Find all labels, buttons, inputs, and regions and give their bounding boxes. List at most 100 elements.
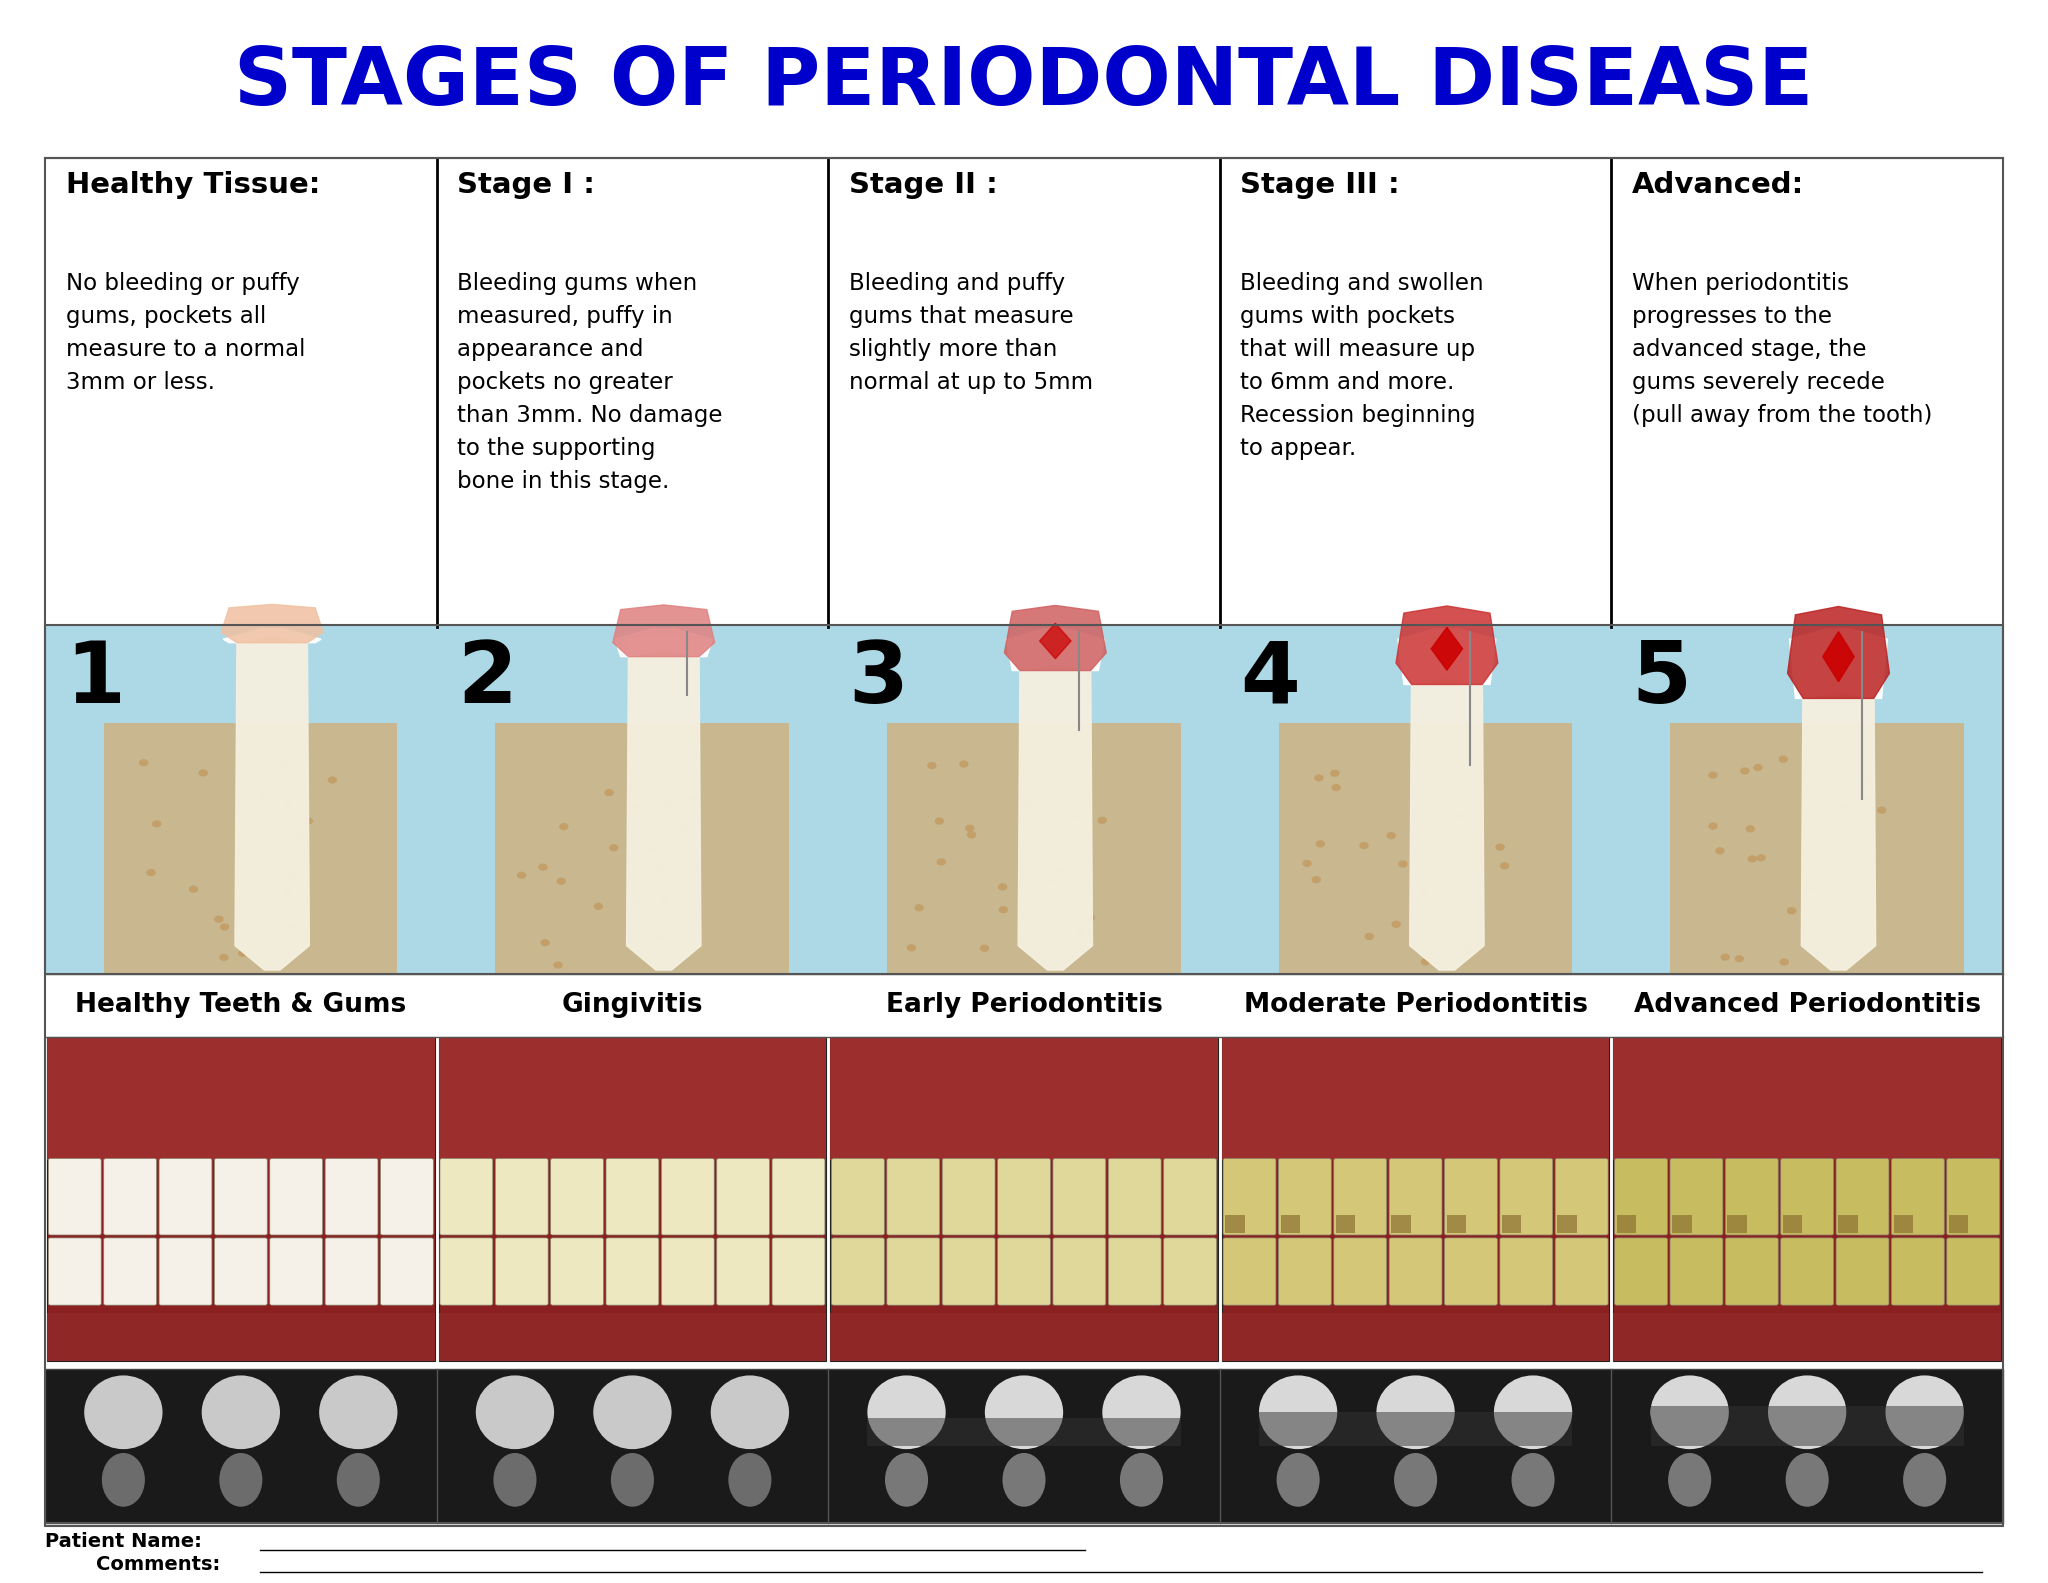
Circle shape — [1753, 765, 1763, 771]
Circle shape — [1714, 847, 1724, 855]
Circle shape — [1841, 803, 1851, 809]
Text: When periodontitis
progresses to the
advanced stage, the
gums severely recede
(p: When periodontitis progresses to the adv… — [1632, 272, 1931, 427]
Circle shape — [1022, 799, 1032, 806]
Bar — [1260, 1412, 1573, 1447]
Circle shape — [1419, 828, 1430, 834]
FancyBboxPatch shape — [1614, 1238, 1667, 1304]
Ellipse shape — [1511, 1453, 1554, 1507]
FancyBboxPatch shape — [1782, 1159, 1833, 1235]
Bar — [1671, 1216, 1692, 1233]
Circle shape — [1804, 885, 1815, 893]
Bar — [1651, 1406, 1964, 1447]
FancyBboxPatch shape — [1444, 1238, 1497, 1304]
Circle shape — [1303, 860, 1313, 867]
Bar — [104, 723, 397, 974]
Bar — [1839, 1216, 1858, 1233]
Bar — [47, 1312, 434, 1361]
FancyBboxPatch shape — [1163, 1238, 1217, 1304]
Ellipse shape — [985, 1376, 1063, 1448]
Circle shape — [1044, 879, 1055, 885]
Polygon shape — [236, 636, 309, 970]
FancyBboxPatch shape — [1444, 1159, 1497, 1235]
FancyBboxPatch shape — [717, 1238, 770, 1304]
Polygon shape — [1399, 628, 1495, 684]
Bar — [1280, 1216, 1300, 1233]
Circle shape — [297, 831, 307, 839]
Circle shape — [1780, 755, 1788, 763]
Polygon shape — [1790, 628, 1888, 698]
Circle shape — [1399, 861, 1407, 867]
Text: Gingivitis: Gingivitis — [561, 993, 702, 1018]
Ellipse shape — [219, 1453, 262, 1507]
Circle shape — [539, 864, 547, 871]
Bar — [45, 625, 2003, 974]
Ellipse shape — [1001, 1453, 1047, 1507]
Circle shape — [152, 820, 162, 828]
FancyBboxPatch shape — [1892, 1238, 1944, 1304]
FancyBboxPatch shape — [551, 1238, 604, 1304]
Ellipse shape — [885, 1453, 928, 1507]
FancyBboxPatch shape — [496, 1159, 549, 1235]
Circle shape — [215, 915, 223, 923]
Circle shape — [604, 788, 614, 796]
Ellipse shape — [1493, 1376, 1573, 1448]
Polygon shape — [1409, 636, 1485, 970]
Text: 1: 1 — [66, 638, 125, 720]
Circle shape — [1391, 921, 1401, 928]
FancyBboxPatch shape — [551, 1159, 604, 1235]
FancyBboxPatch shape — [326, 1159, 379, 1235]
Bar — [829, 1037, 1219, 1160]
Circle shape — [928, 761, 936, 769]
Circle shape — [1720, 953, 1731, 961]
FancyBboxPatch shape — [1554, 1238, 1608, 1304]
Circle shape — [1098, 817, 1106, 825]
Circle shape — [680, 825, 688, 831]
Ellipse shape — [729, 1453, 772, 1507]
FancyBboxPatch shape — [1948, 1159, 1999, 1235]
FancyBboxPatch shape — [1108, 1238, 1161, 1304]
Circle shape — [1757, 855, 1765, 861]
Bar — [1391, 1216, 1411, 1233]
Polygon shape — [1788, 606, 1890, 698]
FancyBboxPatch shape — [997, 1159, 1051, 1235]
Text: Bleeding and swollen
gums with pockets
that will measure up
to 6mm and more.
Rec: Bleeding and swollen gums with pockets t… — [1241, 272, 1485, 459]
FancyBboxPatch shape — [887, 1159, 940, 1235]
Polygon shape — [1823, 632, 1853, 682]
Circle shape — [1057, 866, 1067, 874]
Circle shape — [936, 858, 946, 866]
Bar — [1556, 1216, 1577, 1233]
Bar — [45, 158, 2003, 1526]
Circle shape — [965, 825, 975, 833]
FancyBboxPatch shape — [1669, 1159, 1722, 1235]
FancyBboxPatch shape — [160, 1238, 211, 1304]
Polygon shape — [1006, 628, 1104, 671]
FancyBboxPatch shape — [49, 1238, 100, 1304]
Bar — [1446, 1216, 1466, 1233]
Circle shape — [979, 945, 989, 951]
FancyBboxPatch shape — [942, 1159, 995, 1235]
Circle shape — [1462, 945, 1470, 953]
Circle shape — [258, 792, 266, 798]
Circle shape — [1421, 958, 1430, 966]
FancyBboxPatch shape — [1614, 1159, 1667, 1235]
Circle shape — [139, 760, 147, 766]
Bar — [47, 1037, 434, 1160]
FancyBboxPatch shape — [270, 1238, 324, 1304]
Circle shape — [1780, 958, 1788, 966]
Circle shape — [328, 776, 338, 784]
Circle shape — [1329, 769, 1339, 777]
Circle shape — [219, 923, 229, 931]
FancyBboxPatch shape — [662, 1238, 715, 1304]
Ellipse shape — [1651, 1376, 1729, 1448]
Ellipse shape — [475, 1376, 555, 1448]
FancyBboxPatch shape — [1278, 1159, 1331, 1235]
FancyBboxPatch shape — [1554, 1159, 1608, 1235]
Bar — [45, 1369, 2003, 1523]
Text: Early Periodontitis: Early Periodontitis — [885, 993, 1163, 1018]
Bar — [438, 1312, 825, 1361]
Circle shape — [1419, 891, 1427, 898]
Ellipse shape — [1903, 1453, 1946, 1507]
FancyBboxPatch shape — [1223, 1238, 1276, 1304]
Circle shape — [594, 902, 602, 910]
FancyBboxPatch shape — [1108, 1159, 1161, 1235]
